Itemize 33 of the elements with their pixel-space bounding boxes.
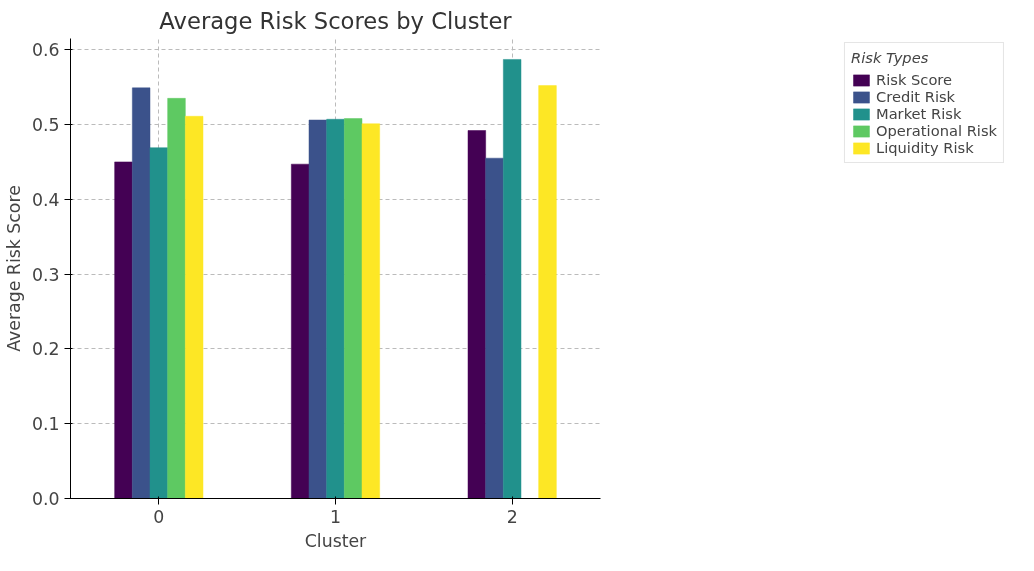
- bar: [132, 87, 151, 499]
- y-tick-label: 0.0: [31, 489, 60, 509]
- legend-label: Operational Risk: [875, 122, 998, 139]
- bar: [326, 119, 345, 499]
- y-tick-label: 0.6: [31, 40, 60, 61]
- bar: [308, 119, 327, 499]
- bar: [485, 157, 504, 499]
- y-tick-label: 0.5: [31, 115, 60, 136]
- y-axis-title: Average Risk Score: [3, 185, 24, 352]
- x-axis-title: Cluster: [304, 530, 368, 551]
- bar: [503, 59, 522, 499]
- bar: [149, 147, 168, 499]
- bar: [344, 118, 363, 499]
- legend-label: Credit Risk: [875, 88, 956, 105]
- y-tick-label: 0.4: [31, 189, 60, 210]
- x-tick-label: 2: [506, 506, 518, 527]
- chart-title: Average Risk Scores by Cluster: [159, 7, 513, 34]
- y-tick-label: 0.3: [31, 264, 60, 285]
- legend-label: Market Risk: [875, 105, 962, 122]
- bar: [291, 163, 310, 499]
- legend-title: Risk Types: [850, 49, 930, 66]
- legend-label: Risk Score: [875, 71, 953, 88]
- bar: [167, 98, 186, 499]
- bar: [114, 161, 133, 499]
- y-tick-label: 0.1: [31, 414, 60, 435]
- y-tick-label: 0.2: [31, 339, 60, 360]
- bar: [185, 116, 204, 499]
- x-tick-label: 1: [329, 506, 342, 527]
- legend-label: Liquidity Risk: [875, 139, 974, 156]
- x-tick-label: 0: [153, 506, 165, 527]
- bar: [467, 130, 486, 499]
- bar: [538, 85, 557, 499]
- bar: [361, 123, 380, 499]
